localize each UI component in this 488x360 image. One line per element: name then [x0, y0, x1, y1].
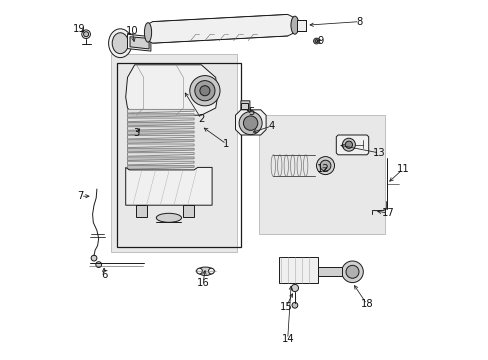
Polygon shape [127, 148, 194, 152]
Polygon shape [127, 127, 194, 130]
Polygon shape [127, 135, 194, 139]
Polygon shape [241, 101, 249, 112]
Text: 14: 14 [281, 334, 293, 344]
Ellipse shape [108, 29, 132, 58]
Polygon shape [125, 65, 217, 115]
Text: 8: 8 [356, 17, 362, 27]
Polygon shape [127, 118, 194, 122]
Bar [258, 115, 384, 234]
Text: 11: 11 [396, 164, 408, 174]
Circle shape [316, 157, 334, 175]
Text: 9: 9 [316, 36, 323, 46]
Circle shape [96, 262, 102, 267]
Circle shape [291, 302, 297, 308]
Ellipse shape [156, 213, 181, 222]
Circle shape [345, 141, 352, 148]
Text: 15: 15 [279, 302, 292, 312]
Text: 13: 13 [372, 148, 385, 158]
Circle shape [342, 138, 355, 151]
Polygon shape [235, 110, 265, 135]
Polygon shape [130, 37, 149, 49]
Bar [117, 63, 241, 247]
Text: 4: 4 [268, 121, 274, 131]
Polygon shape [318, 267, 341, 276]
Polygon shape [127, 166, 194, 169]
Circle shape [189, 76, 220, 106]
Circle shape [320, 160, 330, 171]
Text: 2: 2 [198, 114, 204, 124]
Text: 3: 3 [133, 128, 140, 138]
Text: 6: 6 [101, 270, 107, 280]
Polygon shape [136, 205, 147, 217]
Circle shape [83, 32, 88, 37]
Polygon shape [127, 144, 194, 148]
Circle shape [239, 112, 262, 135]
Polygon shape [127, 131, 194, 135]
Text: 1: 1 [223, 139, 229, 149]
Polygon shape [125, 167, 212, 205]
Circle shape [81, 30, 90, 39]
Text: 19: 19 [73, 24, 86, 34]
Circle shape [341, 261, 363, 283]
Text: 10: 10 [125, 26, 138, 36]
Ellipse shape [144, 23, 151, 42]
Circle shape [291, 284, 298, 292]
Polygon shape [127, 153, 194, 156]
Text: 18: 18 [360, 299, 372, 309]
Polygon shape [127, 140, 194, 143]
Circle shape [200, 86, 209, 96]
Circle shape [314, 40, 317, 42]
Polygon shape [336, 135, 368, 155]
Polygon shape [196, 267, 215, 275]
Ellipse shape [290, 16, 298, 34]
Polygon shape [127, 161, 194, 165]
Bar [111, 54, 237, 252]
Polygon shape [147, 14, 294, 43]
Polygon shape [183, 205, 194, 217]
Circle shape [194, 81, 215, 101]
Polygon shape [127, 34, 151, 51]
Circle shape [91, 255, 97, 261]
Ellipse shape [112, 33, 128, 54]
Text: 17: 17 [381, 208, 393, 218]
Text: 5: 5 [248, 107, 254, 117]
Circle shape [208, 268, 214, 274]
Text: 16: 16 [196, 278, 209, 288]
Circle shape [313, 38, 319, 44]
Circle shape [346, 265, 358, 278]
Polygon shape [127, 122, 194, 126]
Polygon shape [127, 109, 194, 113]
Polygon shape [241, 103, 247, 109]
Polygon shape [127, 114, 194, 117]
Polygon shape [296, 20, 305, 31]
Circle shape [243, 116, 257, 130]
Text: 12: 12 [317, 164, 329, 174]
Text: 7: 7 [78, 191, 84, 201]
Bar [278, 257, 318, 283]
Polygon shape [127, 157, 194, 161]
Circle shape [196, 268, 202, 274]
